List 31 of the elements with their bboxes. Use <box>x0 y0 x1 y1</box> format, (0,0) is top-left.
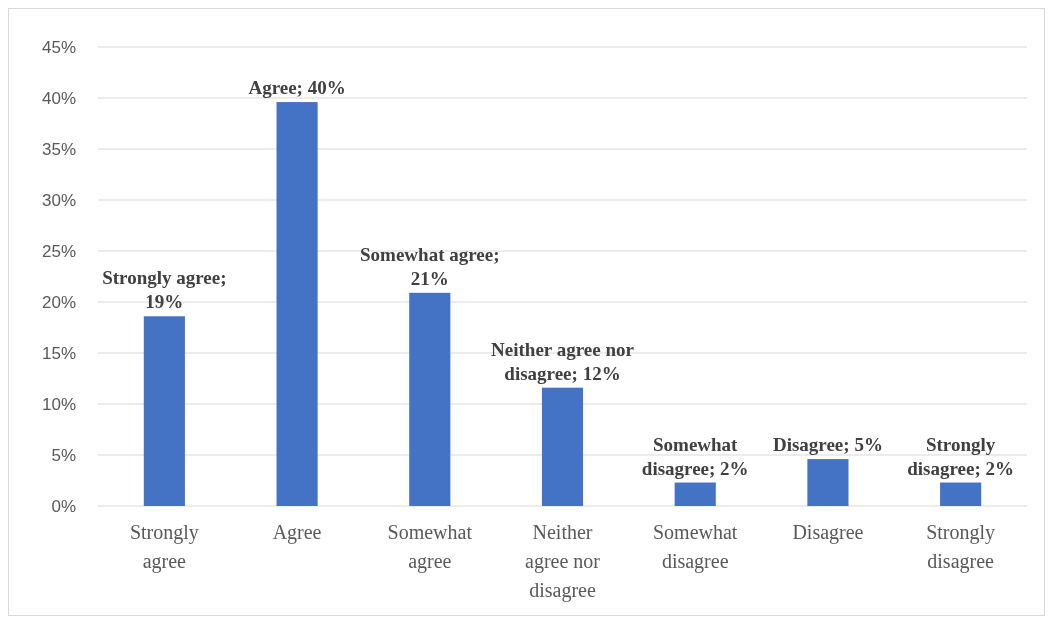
y-tick-label: 10% <box>41 394 76 414</box>
bar <box>276 102 318 506</box>
x-tick-label: Strongly disagree <box>926 521 996 573</box>
data-label: Somewhat agree; 21% <box>360 243 500 289</box>
x-tick-label: Somewhat disagree <box>653 521 738 573</box>
data-label: Somewhat disagree; 2% <box>641 433 749 479</box>
y-tick-label: 45% <box>41 37 76 57</box>
y-tick-label: 25% <box>41 241 76 261</box>
x-tick-label: Disagree <box>792 521 864 544</box>
y-tick-label: 15% <box>41 343 76 363</box>
bar <box>807 459 849 506</box>
data-label: Strongly agree; 19% <box>102 267 227 313</box>
data-label: Disagree; 5% <box>772 434 883 456</box>
x-tick-label: Strongly agree <box>129 521 199 573</box>
bar <box>674 482 716 506</box>
bar <box>409 292 451 506</box>
x-tick-label: Somewhat agree <box>387 521 473 573</box>
bar <box>940 482 982 506</box>
data-label: Agree; 40% <box>248 77 346 99</box>
y-tick-label: 30% <box>41 190 76 210</box>
y-tick-label: 20% <box>41 292 76 312</box>
data-label: Neither agree nor disagree; 12% <box>491 338 635 384</box>
y-tick-label: 5% <box>51 445 76 465</box>
y-tick-label: 35% <box>41 139 76 159</box>
y-tick-label: 40% <box>41 88 76 108</box>
data-label: Strongly disagree; 2% <box>907 433 1015 479</box>
x-tick-label: Agree <box>272 521 322 544</box>
bar <box>541 387 584 506</box>
bar <box>143 316 185 506</box>
x-tick-label: Neither agree nor disagree <box>525 521 601 602</box>
y-tick-label: 0% <box>51 496 76 516</box>
